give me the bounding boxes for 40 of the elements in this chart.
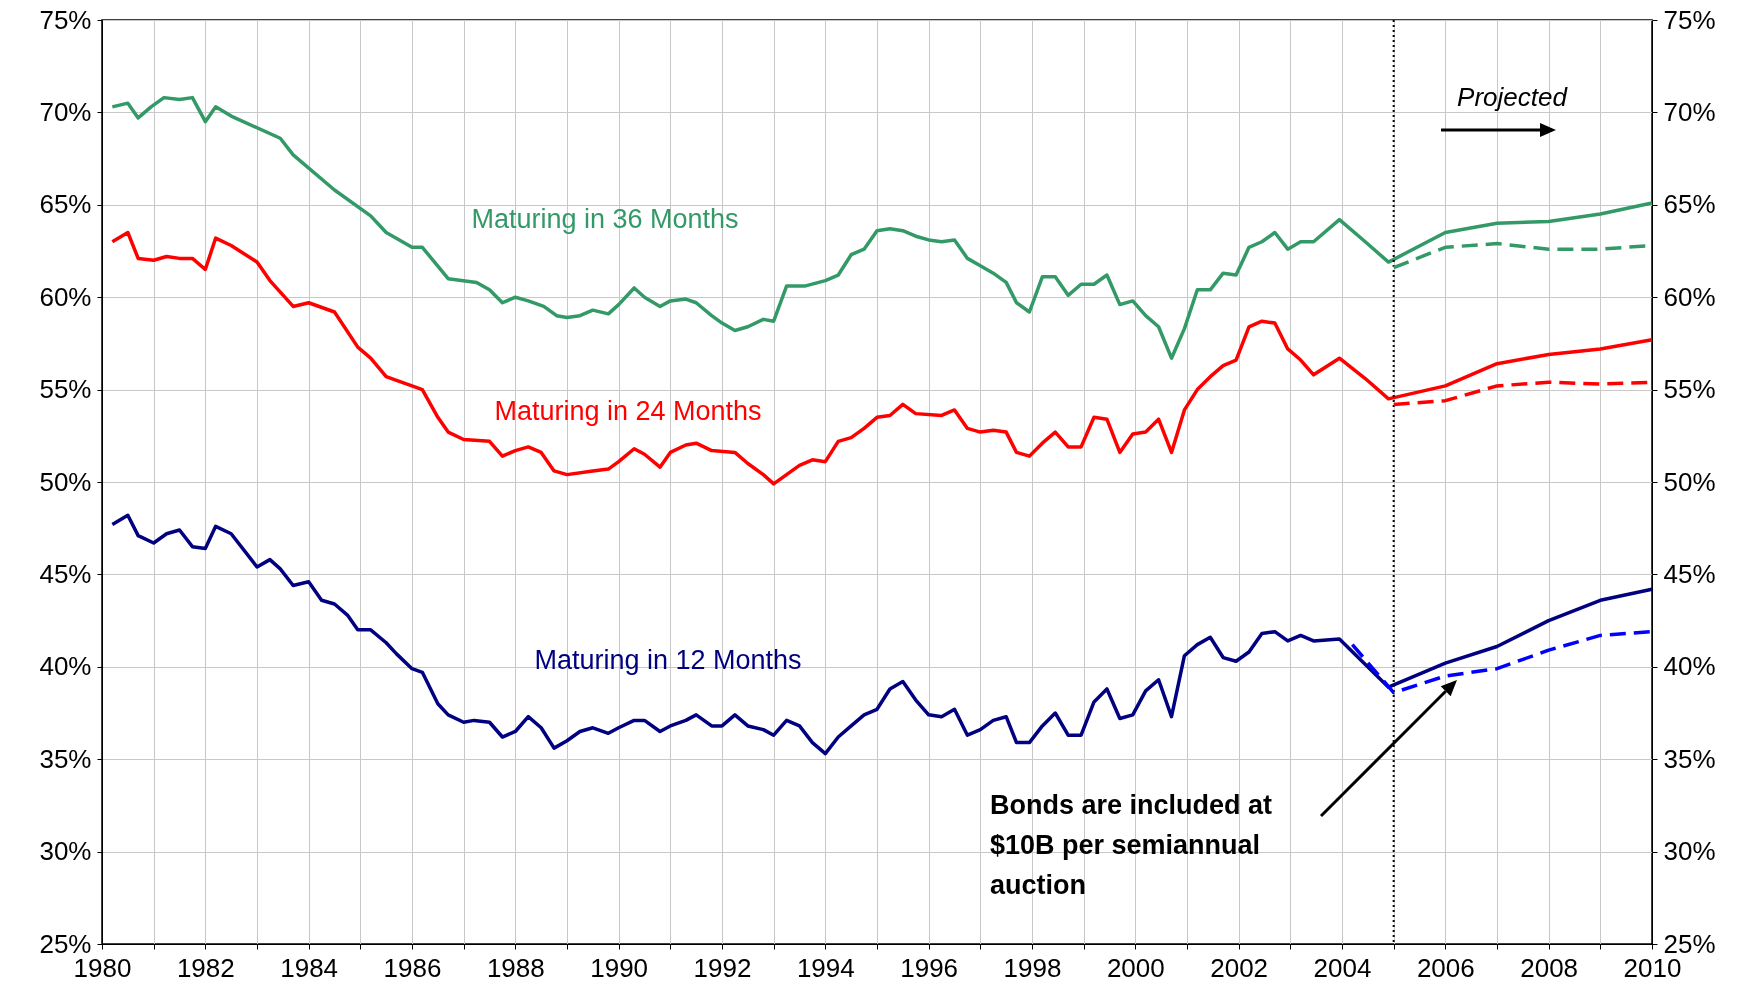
x-tick-label: 2000 bbox=[1106, 952, 1165, 983]
y-tick-label: 60% bbox=[39, 281, 92, 312]
y2-tick-label: 75% bbox=[1663, 4, 1716, 35]
x-tick-label: 1994 bbox=[796, 952, 855, 983]
x-tick-label: 1984 bbox=[280, 952, 339, 983]
y2-tick-label: 30% bbox=[1663, 836, 1716, 867]
x-tick-label: 1992 bbox=[693, 952, 752, 983]
x-tick-label: 2002 bbox=[1210, 952, 1269, 983]
y2-tick-label: 70% bbox=[1663, 96, 1716, 127]
y-tick-label: 50% bbox=[39, 466, 92, 497]
y2-tick-label: 35% bbox=[1663, 743, 1716, 774]
y-tick-label: 75% bbox=[39, 4, 92, 35]
series-label: Maturing in 24 Months bbox=[494, 396, 762, 426]
y2-tick-label: 65% bbox=[1663, 189, 1716, 220]
line-series bbox=[110, 513, 1654, 756]
x-tick-label: 2004 bbox=[1313, 952, 1372, 983]
y-tick-label: 55% bbox=[39, 374, 92, 405]
x-tick-label: 1996 bbox=[900, 952, 959, 983]
annotation: Bonds are included at $10B per semiannual auction bbox=[990, 790, 1273, 900]
x-tick-label: 1998 bbox=[1003, 952, 1062, 983]
y-tick-label: 40% bbox=[39, 651, 92, 682]
y-tick-label: 65% bbox=[39, 189, 92, 220]
series-label: Maturing in 12 Months bbox=[534, 645, 802, 675]
x-tick-label: 1988 bbox=[486, 952, 545, 983]
series-label: Maturing in 36 Months bbox=[471, 204, 739, 234]
x-tick-label: 1990 bbox=[590, 952, 649, 983]
y2-tick-label: 55% bbox=[1663, 374, 1716, 405]
x-tick-label: 1982 bbox=[176, 952, 235, 983]
x-tick-label: 2008 bbox=[1520, 952, 1579, 983]
y2-tick-label: 40% bbox=[1663, 651, 1716, 682]
y-tick-label: 70% bbox=[39, 96, 92, 127]
y2-tick-label: 60% bbox=[1663, 281, 1716, 312]
y-tick-label: 30% bbox=[39, 836, 92, 867]
x-tick-label: 1986 bbox=[383, 952, 442, 983]
annotation: Projected bbox=[1457, 82, 1569, 112]
y2-tick-label: 50% bbox=[1663, 466, 1716, 497]
y-tick-label: 35% bbox=[39, 743, 92, 774]
y-tick-label: 45% bbox=[39, 558, 92, 589]
y2-tick-label: 45% bbox=[1663, 558, 1716, 589]
x-tick-label: 2006 bbox=[1416, 952, 1475, 983]
